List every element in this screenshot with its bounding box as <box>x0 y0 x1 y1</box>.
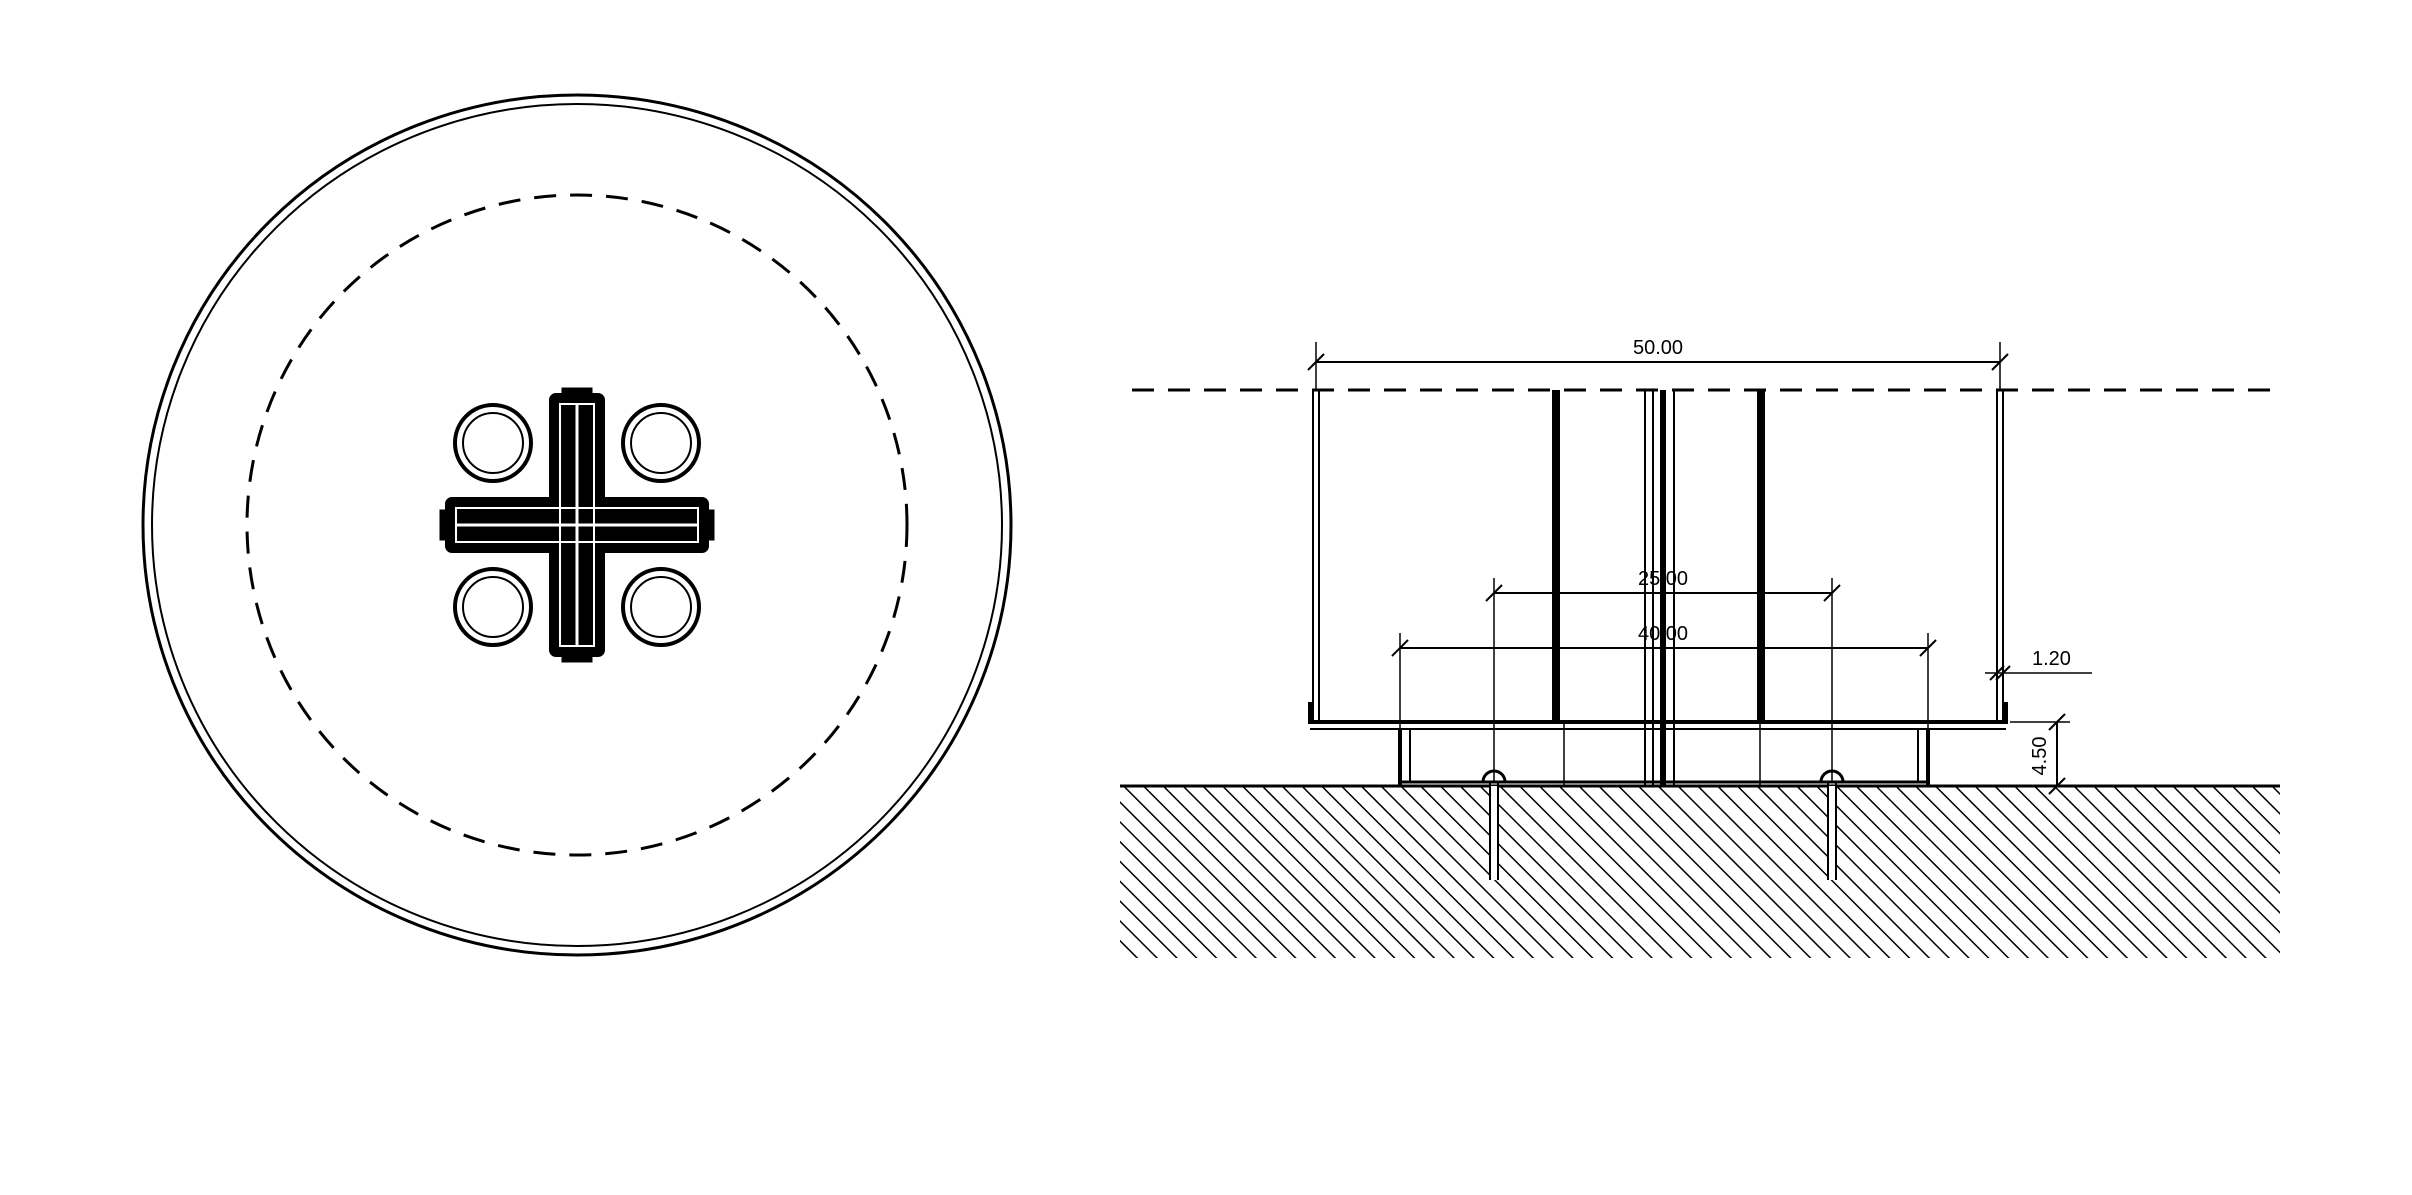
outer-rim-inner <box>151 103 1003 947</box>
bolt-top-left <box>453 403 533 483</box>
outer-rim-outer <box>141 93 1013 957</box>
dimension-label-plate-height: 4.50 <box>2029 737 2051 776</box>
dimension-label-anchor-spacing: 25.00 <box>1638 568 1688 590</box>
dimension-label-shell-thickness: 1.20 <box>2032 648 2071 670</box>
dimension-label-base-plate-width: 40.00 <box>1638 623 1688 645</box>
dimension-plate-height <box>1935 713 2070 795</box>
dimension-overall-width <box>1307 342 2009 390</box>
shell-left-wall <box>1308 390 1330 724</box>
floor-plate <box>1310 720 2006 730</box>
bolt-top-right <box>621 403 701 483</box>
base-plate-box <box>1398 729 1930 786</box>
ground-hatch <box>1120 786 2280 958</box>
anchor-bolt-left <box>1481 769 1507 880</box>
bolt-bottom-right <box>621 567 701 647</box>
cross-post <box>439 387 715 663</box>
dimension-label-overall-width: 50.00 <box>1633 337 1683 359</box>
dimension-shell-thickness <box>1985 655 2092 702</box>
dimension-base-plate-width <box>1391 633 1937 729</box>
section-view: 50.00 25.00 40.00 1.20 4.50 <box>1120 337 2280 958</box>
bolt-bottom-left <box>453 567 533 647</box>
dashed-boundary-circle <box>245 193 909 857</box>
dimension-anchor-spacing <box>1485 578 1841 782</box>
plan-view <box>141 93 1013 957</box>
